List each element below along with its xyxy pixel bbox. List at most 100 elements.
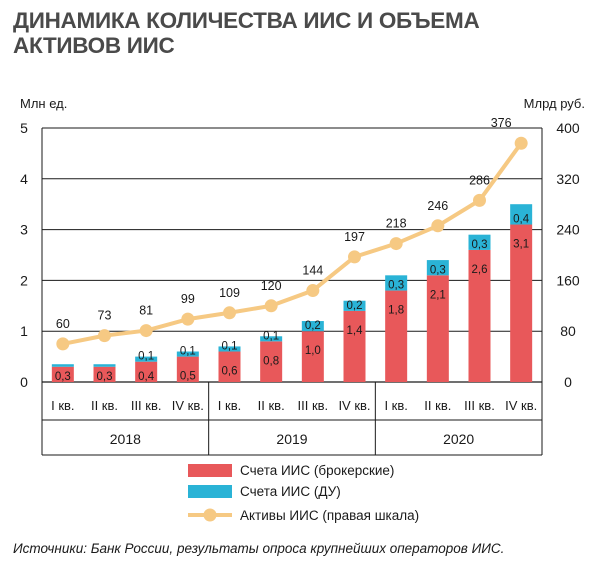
y-tick-right: 400 (556, 120, 580, 136)
assets-point (139, 324, 153, 338)
x-tick-label: I кв. (51, 398, 74, 413)
x-tick-label: II кв. (91, 398, 118, 413)
x-tick-label: I кв. (384, 398, 407, 413)
assets-label: 144 (302, 264, 323, 278)
assets-point (514, 136, 528, 150)
assets-point (223, 306, 236, 320)
assets-label: 99 (181, 292, 195, 306)
bar-label-brokerage: 2,6 (472, 264, 488, 276)
legend-label-brokerage: Счета ИИС (брокерские) (240, 463, 394, 478)
bar-label-brokerage: 1,0 (305, 345, 321, 357)
y-tick-right: 240 (556, 222, 580, 238)
bar-du (93, 364, 116, 367)
y-tick-right: 0 (564, 374, 572, 390)
bar-du (343, 300, 366, 311)
y-tick-left: 4 (20, 171, 28, 187)
bar-du (176, 351, 199, 357)
assets-line (62, 142, 523, 346)
x-tick-label: I кв. (218, 398, 241, 413)
assets-label: 120 (261, 279, 282, 293)
bar-label-brokerage: 0,8 (263, 355, 279, 367)
bar-du (385, 275, 408, 291)
bar-brokerage (426, 275, 449, 382)
assets-label: 81 (139, 304, 153, 318)
assets-point (181, 312, 195, 326)
bar-label-du: 0,1 (138, 351, 154, 363)
bar-du (426, 260, 449, 276)
bar-brokerage (218, 351, 241, 382)
bar-brokerage (51, 366, 74, 382)
x-tick-label: IV кв. (172, 398, 204, 413)
assets-label: 286 (469, 173, 490, 187)
legend-swatch-assets-point (203, 508, 217, 522)
legend-label-du: Счета ИИС (ДУ) (240, 484, 341, 499)
y-tick-right: 80 (560, 323, 576, 339)
bar-du (51, 364, 74, 367)
legend-swatch-du (188, 485, 232, 498)
source-note: Источники: Банк России, результаты опрос… (13, 541, 505, 556)
bar-label-du: 0,3 (472, 239, 488, 251)
assets-label: 246 (427, 199, 448, 213)
assets-label: 376 (491, 116, 512, 130)
bar-label-du: 0,2 (305, 320, 321, 332)
bar-brokerage (135, 361, 158, 382)
assets-point (431, 219, 445, 233)
bar-label-du: 0,1 (180, 346, 196, 358)
chart-title-line-1: ДИНАМИКА КОЛИЧЕСТВА ИИС И ОБЪЕМА (13, 8, 480, 33)
assets-point (473, 193, 486, 207)
x-tick-label: III кв. (131, 398, 162, 413)
bar-brokerage (93, 366, 116, 382)
assets-point (98, 329, 111, 343)
legend-swatch-brokerage (188, 464, 232, 477)
assets-label: 73 (98, 309, 112, 323)
assets-point (264, 299, 278, 313)
assets-label: 60 (56, 317, 70, 331)
bar-du (510, 204, 533, 225)
bar-label-brokerage: 3,1 (513, 239, 529, 251)
bar-label-brokerage: 2,1 (430, 289, 446, 301)
y-tick-left: 5 (20, 120, 28, 136)
bar-brokerage (510, 224, 533, 382)
bar-brokerage (468, 249, 491, 382)
x-tick-label: III кв. (464, 398, 495, 413)
bar-label-du: 0,1 (222, 341, 238, 353)
chart-title: ДИНАМИКА КОЛИЧЕСТВА ИИС И ОБЪЕМА АКТИВОВ… (13, 8, 593, 58)
bar-du (260, 336, 283, 342)
bar-label-du: 0,2 (347, 300, 363, 312)
bar-label-brokerage: 0,3 (97, 371, 113, 383)
legend-label-assets: Активы ИИС (правая шкала) (240, 508, 419, 523)
assets-point (56, 337, 70, 351)
assets-point (389, 237, 403, 251)
bar-label-du: 0,1 (263, 330, 279, 342)
bar-label-brokerage: 1,4 (347, 325, 364, 337)
assets-point (306, 284, 320, 298)
bar-label-du: 0,3 (430, 264, 446, 276)
year-label: 2020 (443, 431, 474, 447)
assets-label: 197 (344, 230, 365, 244)
bar-label-du: 0,4 (513, 214, 530, 226)
y-axis-left-label: Млн ед. (20, 96, 67, 111)
bar-du (135, 356, 158, 362)
chart-title-line-2: АКТИВОВ ИИС (13, 33, 175, 58)
y-axis-right-label: Млрд руб. (524, 96, 585, 111)
assets-point (348, 250, 361, 264)
bar-brokerage (385, 290, 408, 382)
bar-label-du: 0,3 (388, 280, 404, 292)
y-tick-left: 3 (20, 222, 28, 238)
bar-brokerage (343, 310, 366, 382)
bar-label-brokerage: 0,4 (138, 371, 155, 383)
y-tick-right: 160 (556, 272, 580, 288)
bar-du (218, 346, 241, 352)
x-tick-label: II кв. (424, 398, 451, 413)
assets-label: 109 (219, 286, 240, 300)
bar-label-brokerage: 0,6 (222, 366, 238, 378)
bar-brokerage (260, 341, 283, 382)
assets-label: 218 (386, 217, 407, 231)
year-label: 2018 (110, 431, 141, 447)
bar-du (468, 234, 491, 250)
bar-brokerage (301, 331, 324, 382)
x-tick-label: III кв. (298, 398, 329, 413)
bar-label-brokerage: 0,5 (180, 371, 196, 383)
x-tick-label: IV кв. (505, 398, 537, 413)
